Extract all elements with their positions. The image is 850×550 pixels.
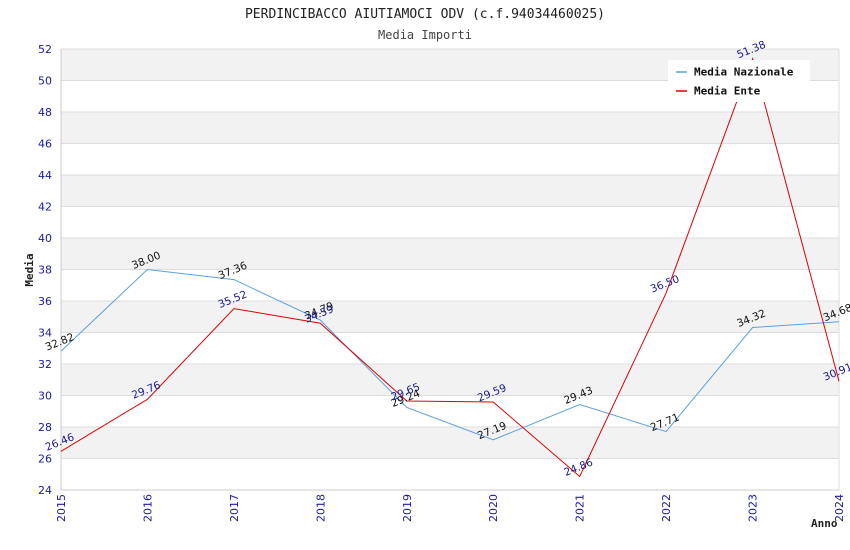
plot-band: [61, 143, 839, 175]
plot-band: [61, 206, 839, 238]
y-tick-label: 42: [38, 201, 52, 214]
y-tick-label: 26: [38, 453, 52, 466]
y-tick-label: 30: [38, 390, 52, 403]
x-tick-label: 2016: [141, 494, 154, 522]
legend-entry-label: Media Ente: [694, 85, 761, 98]
x-tick-label: 2024: [833, 494, 846, 522]
y-tick-label: 28: [38, 421, 52, 434]
plot-band: [61, 175, 839, 207]
x-tick-label: 2023: [747, 494, 760, 522]
x-axis-ticks: 2015 2016 2017 2018 2019 2020 2021 2022 2023 2024: [55, 494, 846, 522]
legend: Media Nazionale Media Ente: [668, 60, 810, 102]
x-tick-label: 2015: [55, 494, 68, 522]
plot-band: [61, 427, 839, 459]
x-tick-label: 2022: [660, 494, 673, 522]
x-tick-label: 2017: [228, 494, 241, 522]
y-tick-label: 48: [38, 106, 52, 119]
chart-title: PERDINCIBACCO AIUTIAMOCI ODV (c.f.940344…: [245, 7, 605, 22]
y-tick-label: 38: [38, 264, 52, 277]
plot-background-bands: [61, 49, 839, 490]
y-tick-label: 46: [38, 138, 52, 151]
y-tick-label: 40: [38, 232, 52, 245]
legend-entry-label: Media Nazionale: [694, 66, 794, 79]
y-tick-label: 50: [38, 75, 52, 88]
x-tick-label: 2021: [574, 494, 587, 522]
plot-band: [61, 364, 839, 396]
plot-band: [61, 395, 839, 427]
y-axis-label: Media: [23, 253, 36, 286]
plot-band: [61, 301, 839, 333]
series-line-media-nazionale: [60, 268, 840, 441]
y-tick-label: 24: [38, 484, 52, 497]
series-line-media-ente: [60, 57, 840, 478]
x-axis-label: Anno: [811, 517, 838, 530]
y-tick-label: 34: [38, 327, 52, 340]
plot-band: [61, 458, 839, 490]
legend-box: [668, 60, 810, 102]
plot-band: [61, 269, 839, 301]
x-tick-label: 2020: [487, 494, 500, 522]
grid-lines: [60, 48, 840, 491]
series-layer: [60, 57, 840, 478]
x-tick-label: 2019: [401, 494, 414, 522]
chart-subtitle: Media Importi: [378, 28, 472, 42]
y-axis-ticks: 24 26 28 30 32 34 36 38 40 42 44 46 48 50 52: [38, 43, 52, 497]
plot-band: [61, 238, 839, 270]
x-tick-label: 2018: [314, 494, 327, 522]
y-tick-label: 52: [38, 43, 52, 56]
plot-band: [61, 112, 839, 144]
y-tick-label: 32: [38, 358, 52, 371]
plot-band: [61, 332, 839, 364]
y-tick-label: 44: [38, 169, 52, 182]
y-tick-label: 36: [38, 295, 52, 308]
